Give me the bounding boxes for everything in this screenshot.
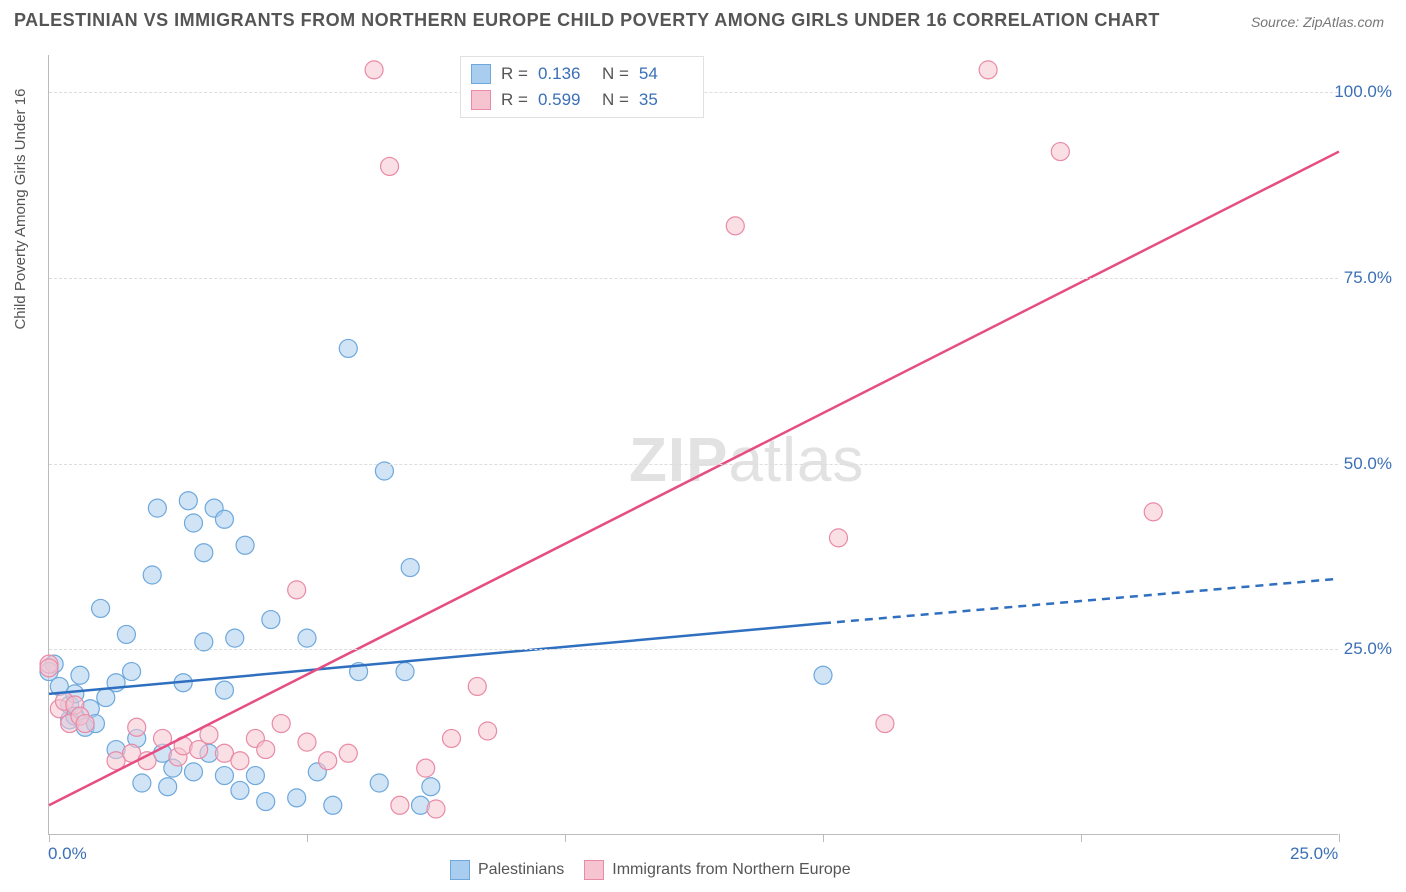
y-tick-label: 50.0% [1344, 454, 1392, 474]
legend-row-series-1: R = 0.136 N = 54 [471, 61, 693, 87]
y-axis-label: Child Poverty Among Girls Under 16 [12, 89, 29, 330]
swatch-icon [471, 90, 491, 110]
swatch-icon [471, 64, 491, 84]
x-tick-label: 25.0% [1290, 844, 1338, 864]
gridline [49, 649, 1338, 650]
gridline [49, 464, 1338, 465]
y-tick-label: 100.0% [1334, 82, 1392, 102]
correlation-legend: R = 0.136 N = 54 R = 0.599 N = 35 [460, 56, 704, 118]
chart-title: PALESTINIAN VS IMMIGRANTS FROM NORTHERN … [14, 10, 1160, 31]
legend-label: Immigrants from Northern Europe [612, 861, 850, 879]
x-tick [1339, 834, 1340, 842]
legend-row-series-2: R = 0.599 N = 35 [471, 87, 693, 113]
gridline [49, 278, 1338, 279]
x-tick [565, 834, 566, 842]
series-legend: Palestinians Immigrants from Northern Eu… [450, 860, 851, 880]
x-tick [823, 834, 824, 842]
y-tick-label: 25.0% [1344, 639, 1392, 659]
legend-item: Palestinians [450, 860, 564, 880]
x-tick-label: 0.0% [48, 844, 87, 864]
x-tick [1081, 834, 1082, 842]
swatch-icon [584, 860, 604, 880]
scatter-chart [49, 55, 1338, 834]
x-tick [49, 834, 50, 842]
legend-label: Palestinians [478, 861, 564, 879]
legend-item: Immigrants from Northern Europe [584, 860, 850, 880]
x-tick [307, 834, 308, 842]
swatch-icon [450, 860, 470, 880]
plot-area: ZIPatlas [48, 55, 1338, 835]
y-tick-label: 75.0% [1344, 268, 1392, 288]
source-attribution: Source: ZipAtlas.com [1251, 14, 1384, 30]
